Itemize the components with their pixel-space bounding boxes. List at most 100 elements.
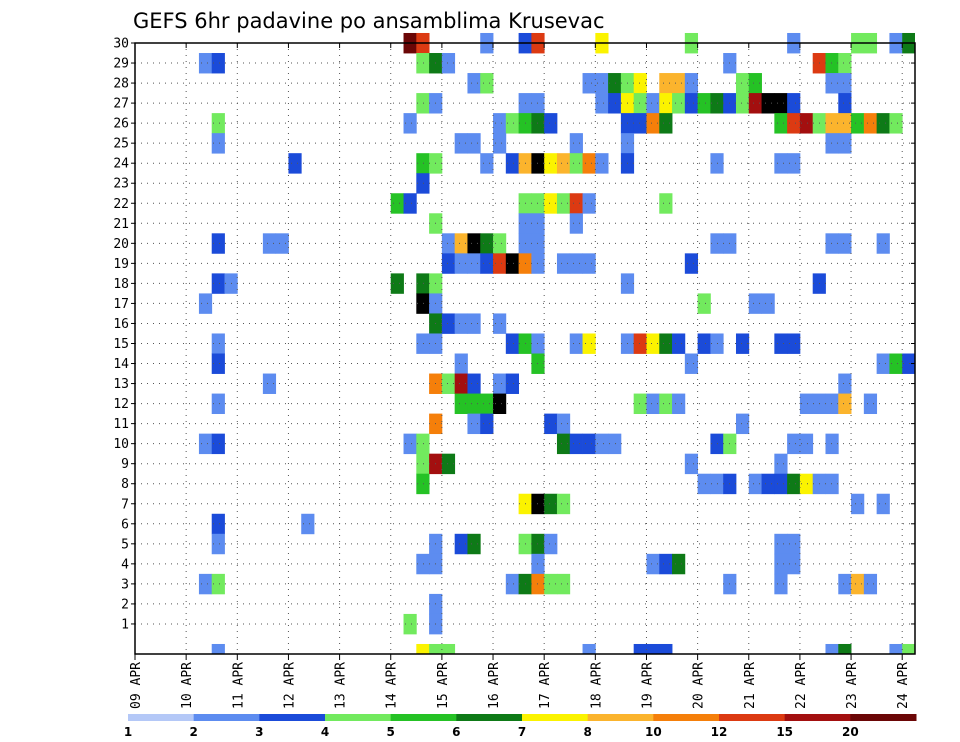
heatmap-cell — [429, 643, 443, 654]
y-axis-ticks: 1234567891011121314151617181920212223242… — [113, 37, 915, 632]
heatmap-cell — [851, 493, 865, 515]
y-tick-label: 21 — [113, 217, 129, 232]
heatmap-cell — [774, 93, 788, 114]
heatmap-cell — [467, 393, 481, 415]
heatmap-cell — [672, 93, 686, 114]
heatmap-cell — [556, 253, 571, 274]
heatmap-cell — [876, 493, 890, 515]
colorbar-label: 2 — [189, 725, 197, 739]
heatmap-cell — [595, 73, 609, 94]
heatmap-cell — [556, 493, 571, 515]
y-tick-label: 27 — [113, 97, 129, 112]
heatmap-cell — [211, 273, 225, 294]
heatmap-cell — [838, 643, 852, 654]
x-tick-label: 12 APR — [282, 662, 297, 709]
y-tick-label: 20 — [113, 237, 129, 252]
heatmap-cell — [569, 153, 583, 174]
heatmap-cell — [684, 93, 699, 114]
heatmap-cell — [403, 433, 417, 455]
heatmap-cell — [633, 113, 647, 134]
heatmap-cell — [889, 643, 903, 654]
heatmap-cell — [454, 233, 468, 254]
y-tick-label: 12 — [113, 397, 129, 412]
heatmap-cell — [735, 413, 750, 435]
colorbar-swatch — [128, 714, 195, 721]
heatmap-cell — [735, 93, 750, 114]
x-tick-label: 14 APR — [385, 662, 400, 709]
heatmap-cell — [774, 533, 788, 555]
heatmap-cell — [211, 113, 225, 134]
heatmap-cell — [493, 233, 507, 254]
heatmap-cell — [684, 353, 699, 374]
y-tick-label: 8 — [121, 477, 129, 492]
heatmap-cell — [493, 373, 507, 394]
heatmap-cell — [659, 73, 673, 94]
x-tick-label: 13 APR — [334, 662, 349, 709]
heatmap-cell — [480, 73, 494, 94]
heatmap-cell — [211, 333, 225, 354]
heatmap-cell — [825, 473, 839, 495]
heatmap-cell — [441, 253, 456, 274]
heatmap-cell — [211, 533, 225, 555]
heatmap-cell — [672, 553, 686, 575]
heatmap-cell — [467, 533, 481, 555]
y-tick-label: 18 — [113, 277, 129, 292]
y-tick-label: 22 — [113, 197, 129, 212]
heatmap-cell — [544, 113, 558, 134]
heatmap-cell — [748, 73, 762, 94]
gridlines — [134, 42, 915, 654]
y-tick-label: 29 — [113, 57, 129, 72]
heatmap-cell — [825, 433, 839, 455]
heatmap-cell — [416, 173, 430, 194]
heatmap-cell — [441, 53, 456, 74]
heatmap-cell — [889, 353, 903, 374]
heatmap-cell — [544, 413, 558, 435]
heatmap-cell — [799, 473, 814, 495]
heatmap-cell — [211, 393, 225, 415]
heatmap-cell — [211, 53, 225, 74]
heatmap-cell — [211, 643, 225, 654]
heatmap-cell — [659, 193, 673, 214]
heatmap-cell — [505, 253, 520, 274]
heatmap-cell — [863, 573, 878, 595]
y-tick-label: 6 — [121, 517, 129, 532]
colorbar-swatch — [653, 714, 720, 721]
plot-frame — [134, 42, 916, 655]
y-tick-label: 4 — [121, 557, 129, 572]
heatmap-cell — [851, 113, 865, 134]
heatmap-cell — [454, 393, 468, 415]
heatmap-cell — [198, 293, 213, 314]
heatmap-cell — [633, 393, 647, 415]
heatmap-cell — [774, 113, 788, 134]
heatmap-cell — [787, 553, 801, 575]
heatmap-cell — [582, 333, 596, 354]
heatmap-cell — [684, 453, 699, 475]
heatmap-cell — [646, 333, 660, 354]
heatmap-cell — [595, 153, 609, 174]
heatmap-cell — [595, 93, 609, 114]
x-tick-label: 24 APR — [896, 662, 911, 709]
heatmap-cell — [582, 73, 596, 94]
y-tick-label: 30 — [113, 37, 129, 52]
y-tick-label: 28 — [113, 77, 129, 92]
heatmap-cell — [761, 473, 775, 495]
heatmap-cell — [851, 573, 865, 595]
x-tick-label: 21 APR — [743, 662, 758, 709]
x-tick-label: 19 APR — [640, 662, 655, 709]
heatmap-cell — [787, 533, 801, 555]
heatmap-cell — [659, 333, 673, 354]
heatmap-cell — [416, 643, 430, 654]
heatmap-cell — [467, 313, 481, 334]
heatmap-cell — [556, 413, 571, 435]
y-tick-label: 11 — [113, 417, 129, 432]
y-tick-label: 19 — [113, 257, 129, 272]
heatmap-cell — [774, 453, 788, 475]
heatmap-cell — [684, 73, 699, 94]
heatmap-cell — [211, 433, 225, 455]
heatmap-cell — [774, 573, 788, 595]
heatmap-cell — [556, 433, 571, 455]
heatmap-cell — [467, 373, 481, 394]
heatmap-cell — [505, 153, 520, 174]
heatmap-cell — [825, 643, 839, 654]
heatmap-cell — [825, 233, 839, 254]
